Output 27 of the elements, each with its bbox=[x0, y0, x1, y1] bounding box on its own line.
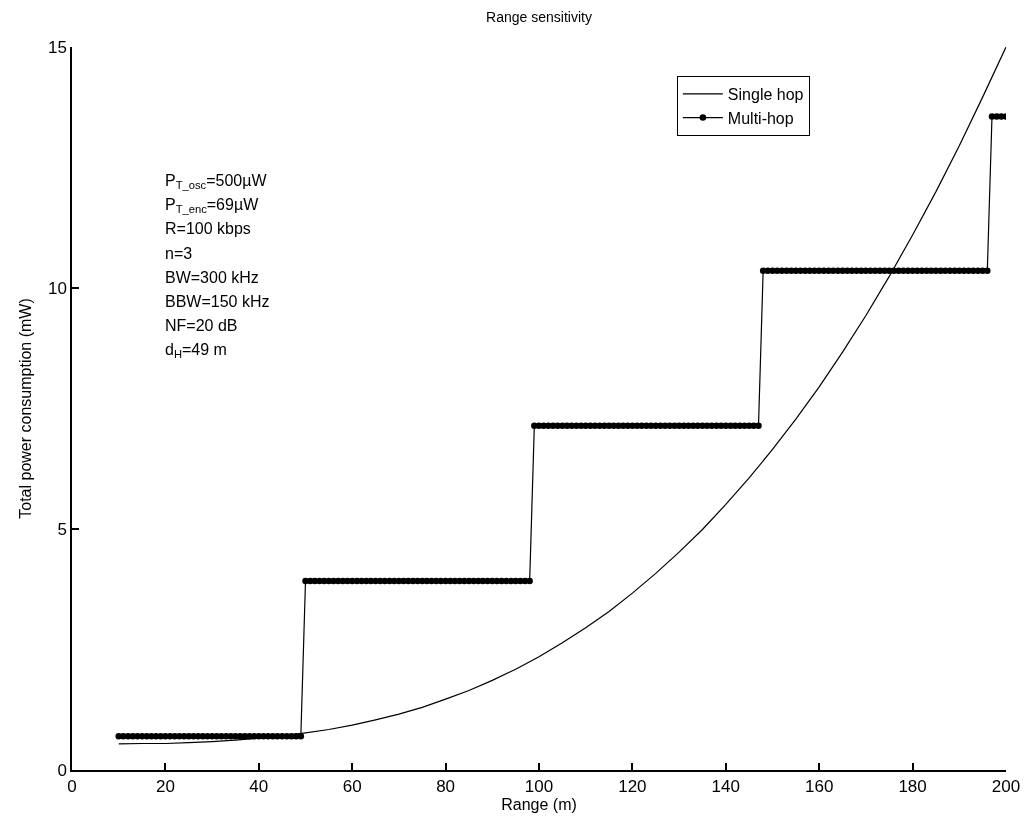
x-tick-label: 140 bbox=[711, 777, 740, 797]
x-tick-label: 40 bbox=[249, 777, 269, 797]
x-axis-title: Range (m) bbox=[501, 796, 577, 814]
y-axis-title: Total power consumption (mW) bbox=[17, 298, 35, 519]
x-tick-label: 120 bbox=[618, 777, 647, 797]
annotation: P$_{T_osc}$=500µW bbox=[165, 172, 268, 192]
annotation: n=3 bbox=[165, 245, 193, 262]
annotation: d$_{H}$=49 m bbox=[165, 341, 227, 361]
y-tick-label: 15 bbox=[47, 37, 67, 57]
annotation: NF=20 dB bbox=[165, 317, 238, 334]
annotation: BBW=150 kHz bbox=[165, 293, 270, 310]
x-tick-label: 200 bbox=[991, 777, 1021, 797]
annotation: P$_{T_enc}$=69µW bbox=[165, 196, 260, 216]
x-tick-label: 160 bbox=[805, 777, 834, 797]
x-tick-label: 20 bbox=[155, 777, 175, 797]
legend-label: Multi-hop bbox=[727, 109, 794, 127]
annotation: BW=300 kHz bbox=[165, 269, 259, 286]
y-tick-label: 10 bbox=[47, 278, 67, 298]
y-tick-label: 5 bbox=[57, 519, 67, 539]
x-tick-label: 180 bbox=[898, 777, 927, 797]
x-tick-label: 100 bbox=[524, 777, 554, 797]
chart-title: Range sensitivity bbox=[486, 9, 592, 26]
legend-label: Single hop bbox=[727, 86, 804, 104]
x-tick-label: 60 bbox=[342, 777, 362, 797]
x-tick-label: 80 bbox=[436, 777, 456, 797]
annotation: R=100 kbps bbox=[165, 220, 251, 237]
y-tick-label: 0 bbox=[57, 760, 67, 780]
